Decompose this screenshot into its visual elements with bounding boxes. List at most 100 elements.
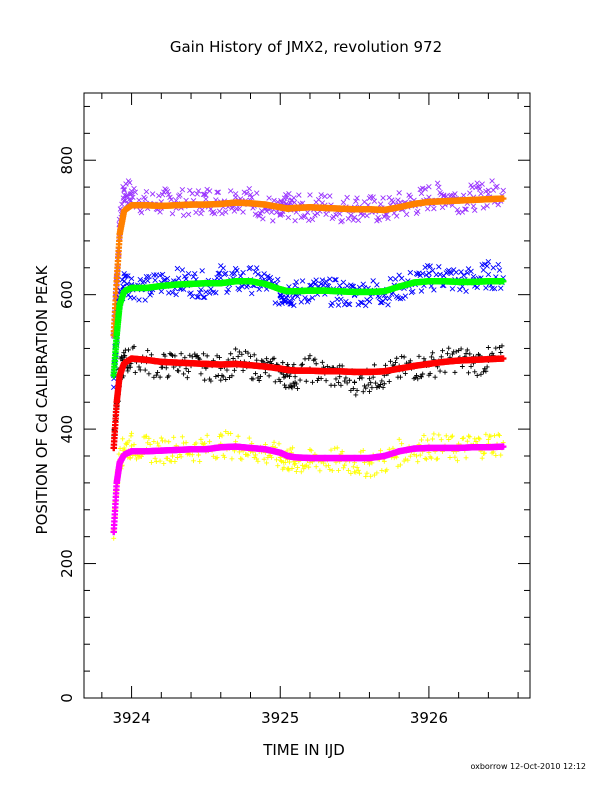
data-point <box>215 270 222 277</box>
x-tick-label: 3924 <box>112 709 150 727</box>
data-point <box>263 208 270 214</box>
data-point <box>128 202 135 209</box>
data-point <box>313 464 319 470</box>
data-point <box>253 371 258 377</box>
data-point <box>291 302 297 309</box>
data-point <box>415 208 421 215</box>
data-point <box>386 379 392 384</box>
data-point <box>427 371 433 376</box>
data-point <box>419 437 424 443</box>
data-point <box>158 288 165 295</box>
data-point <box>438 437 444 443</box>
data-point <box>164 188 171 195</box>
data-point <box>353 392 359 398</box>
data-point <box>300 361 305 367</box>
data-point <box>136 297 142 303</box>
data-point <box>202 377 208 383</box>
data-point <box>285 214 292 221</box>
data-point <box>275 463 281 469</box>
data-point <box>148 352 154 358</box>
data-point <box>219 433 225 439</box>
data-point <box>348 471 354 476</box>
data-point <box>468 268 474 275</box>
data-point <box>128 355 135 362</box>
y-tick-label: 0 <box>58 693 76 703</box>
data-point <box>470 203 477 209</box>
data-point <box>170 453 175 459</box>
data-point <box>293 279 300 285</box>
data-point <box>401 354 407 360</box>
data-point <box>381 381 387 387</box>
data-point <box>245 452 251 458</box>
data-point <box>352 379 357 385</box>
data-point <box>183 366 189 372</box>
data-point <box>278 199 285 205</box>
data-point <box>485 278 492 285</box>
data-point <box>278 198 284 204</box>
data-point <box>306 464 312 470</box>
data-point <box>148 460 154 465</box>
data-point <box>172 359 180 366</box>
data-point <box>291 199 298 206</box>
data-point <box>237 273 244 279</box>
data-point <box>308 448 314 454</box>
data-point <box>129 443 134 449</box>
data-point <box>189 293 195 300</box>
data-point <box>113 331 120 339</box>
data-point <box>213 374 219 379</box>
data-point <box>222 454 227 460</box>
data-point <box>472 207 478 213</box>
data-point <box>306 287 314 294</box>
data-point <box>217 200 224 208</box>
data-point <box>275 276 281 283</box>
data-point <box>407 358 413 364</box>
data-point <box>116 372 123 379</box>
data-point <box>359 375 365 381</box>
data-point <box>440 358 447 366</box>
data-point <box>240 368 246 373</box>
data-point <box>478 371 484 377</box>
data-point <box>438 354 444 360</box>
data-point <box>250 376 256 382</box>
data-point <box>443 433 449 439</box>
data-point <box>425 360 433 368</box>
data-point <box>195 188 202 194</box>
data-point <box>336 454 343 462</box>
data-point <box>166 191 172 198</box>
data-point <box>371 472 377 478</box>
data-point <box>276 301 282 307</box>
data-point <box>323 211 329 217</box>
y-tick-label: 200 <box>58 549 76 578</box>
data-point <box>500 187 506 194</box>
data-point <box>500 355 507 362</box>
data-point <box>291 367 299 374</box>
data-point <box>380 195 386 201</box>
data-point <box>330 213 337 220</box>
data-point <box>488 433 494 439</box>
data-point <box>243 348 248 354</box>
series-7 <box>110 443 507 536</box>
data-point <box>289 385 295 391</box>
x-tick-label: 3926 <box>410 709 448 727</box>
data-point <box>267 274 274 281</box>
data-point <box>468 364 474 369</box>
data-point <box>182 355 188 361</box>
data-point <box>146 435 152 441</box>
data-point <box>381 368 388 375</box>
data-point <box>249 290 255 297</box>
data-point <box>157 374 163 380</box>
data-point <box>360 389 366 395</box>
data-point <box>151 272 157 278</box>
data-point <box>307 192 313 198</box>
data-point <box>271 439 277 445</box>
data-point <box>110 444 117 452</box>
data-point <box>410 288 416 295</box>
data-point <box>172 353 178 359</box>
data-point <box>158 202 165 210</box>
data-point <box>264 356 270 362</box>
data-point <box>431 205 437 212</box>
data-point <box>251 455 257 460</box>
data-point <box>323 278 329 285</box>
data-point <box>203 196 209 202</box>
data-point <box>138 210 145 216</box>
